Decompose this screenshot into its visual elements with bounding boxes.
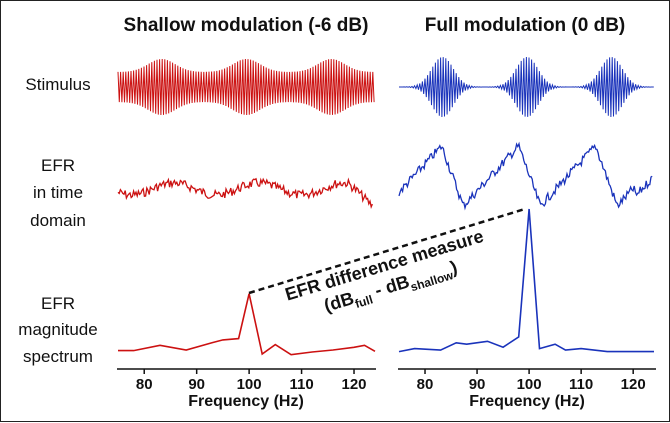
title-full: Full modulation (0 dB) [425,15,626,36]
x-ticks-full: 80 90 100 110 120 [417,369,646,393]
x-ticks-shallow: 80 90 100 110 120 [136,369,367,393]
x-tick-label: 100 [237,376,262,393]
efr-time-trace-full [398,141,653,211]
x-tick-label: 90 [469,376,486,393]
spectrum-line-full [398,208,654,353]
x-axis-label-full: Frequency (Hz) [469,393,585,410]
row-label-efr-time-2: in time [33,183,83,202]
x-tick-label: 120 [342,376,367,393]
x-tick-label: 110 [569,376,593,393]
row-label-stimulus: Stimulus [25,75,90,94]
annotation-close: ) [448,257,460,278]
difference-annotation: EFR difference measure (dBfull - dBshall… [283,226,486,316]
stimulus-waveform-shallow [117,58,375,116]
annotation-sub-full: full [353,292,374,311]
x-tick-label: 90 [188,376,205,393]
x-tick-label: 80 [417,376,434,393]
x-axis-label-shallow: Frequency (Hz) [188,393,304,410]
efr-time-trace-shallow [117,177,373,210]
title-shallow: Shallow modulation (-6 dB) [124,15,369,36]
row-label-spectrum-3: spectrum [23,347,93,366]
stimulus-waveform-full [399,56,654,118]
row-label-efr-time-3: domain [30,211,86,230]
x-tick-label: 100 [517,376,542,393]
x-tick-label: 120 [621,376,646,393]
row-label-spectrum-2: magnitude [18,320,97,339]
x-tick-label: 80 [136,376,153,393]
row-label-efr-time-1: EFR [41,156,75,175]
row-label-spectrum-1: EFR [41,294,75,313]
x-tick-label: 110 [289,376,313,393]
annotation-sub-shallow: shallow [409,268,456,294]
difference-dashed-line [248,207,526,295]
spectrum-line-shallow [118,293,376,356]
